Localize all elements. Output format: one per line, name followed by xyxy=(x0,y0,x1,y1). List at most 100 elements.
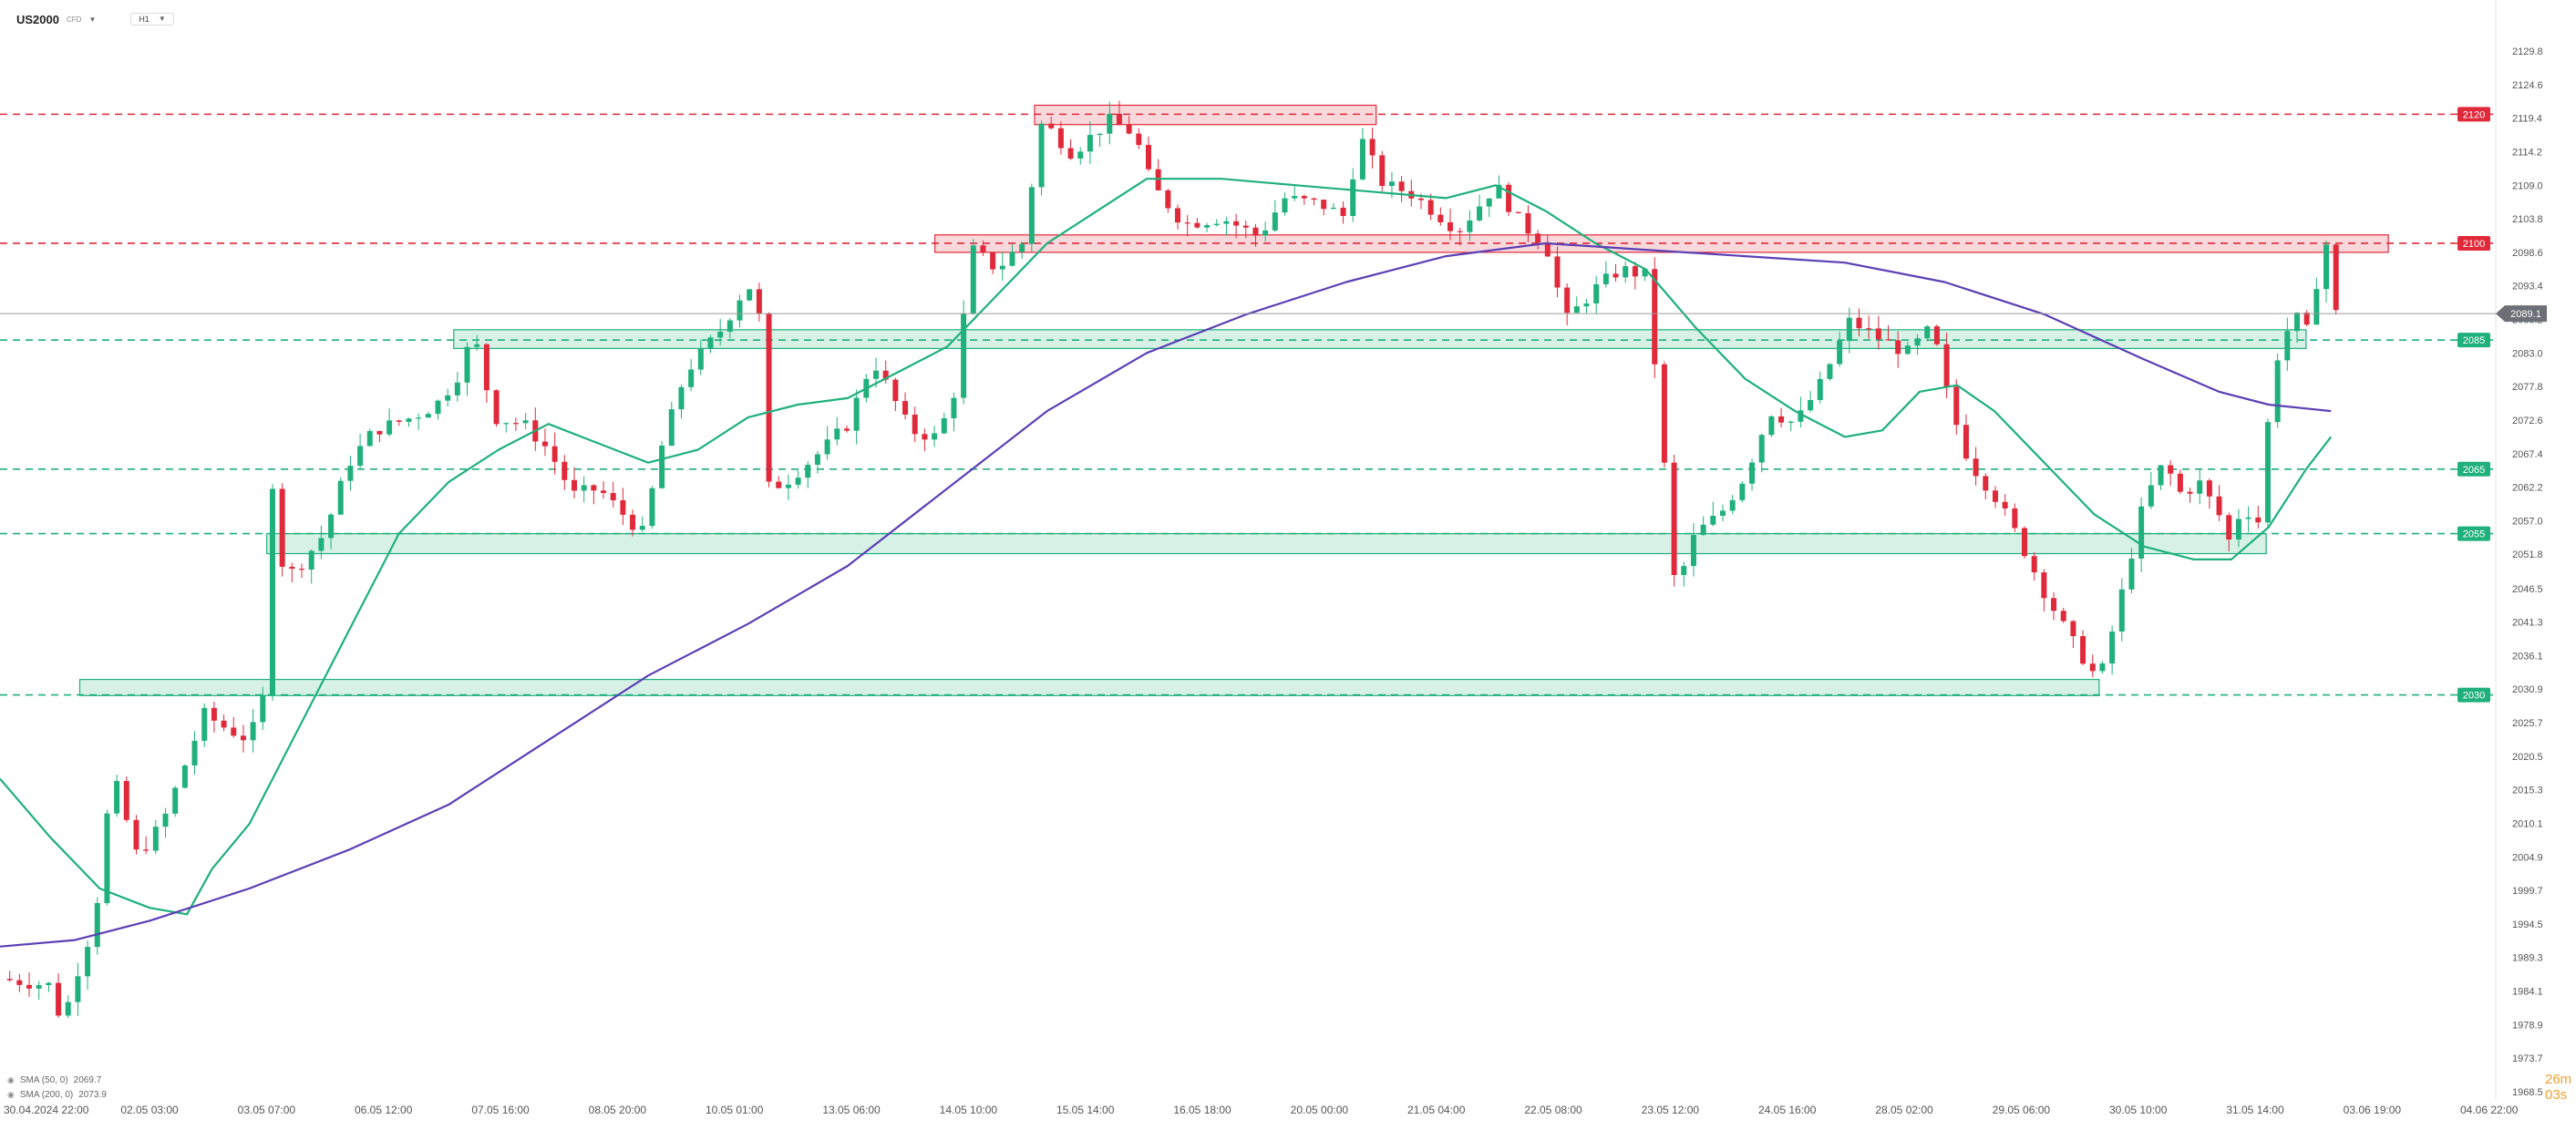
candle-body[interactable] xyxy=(2235,519,2241,540)
candle-body[interactable] xyxy=(2187,491,2193,494)
candle-body[interactable] xyxy=(357,446,364,467)
candle-body[interactable] xyxy=(1623,266,1629,278)
candle-body[interactable] xyxy=(1758,435,1765,463)
candle-body[interactable] xyxy=(2206,480,2212,497)
candle-body[interactable] xyxy=(2080,636,2087,664)
candle-body[interactable] xyxy=(2245,517,2251,519)
candle-body[interactable] xyxy=(85,947,91,977)
candle-body[interactable] xyxy=(1379,155,1386,187)
candle-body[interactable] xyxy=(172,787,179,814)
candle-body[interactable] xyxy=(2109,631,2116,664)
candle-body[interactable] xyxy=(1837,341,1843,365)
candle-body[interactable] xyxy=(1194,222,1200,228)
candle-body[interactable] xyxy=(541,441,548,447)
candle-body[interactable] xyxy=(1808,399,1814,411)
candle-body[interactable] xyxy=(2197,480,2203,494)
candle-body[interactable] xyxy=(406,418,412,422)
candle-body[interactable] xyxy=(386,420,393,435)
candle-body[interactable] xyxy=(1690,535,1696,567)
candle-body[interactable] xyxy=(756,289,762,314)
candle-body[interactable] xyxy=(299,569,305,570)
candle-body[interactable] xyxy=(279,488,285,567)
candle-body[interactable] xyxy=(46,982,52,986)
candle-body[interactable] xyxy=(1369,139,1376,156)
candle-body[interactable] xyxy=(620,500,626,515)
candle-body[interactable] xyxy=(1914,338,1921,346)
candle-body[interactable] xyxy=(191,740,198,765)
candle-body[interactable] xyxy=(1165,190,1171,209)
candle-body[interactable] xyxy=(503,423,510,425)
candle-body[interactable] xyxy=(1525,212,1531,234)
candle-body[interactable] xyxy=(1700,524,1706,536)
candle-body[interactable] xyxy=(1477,206,1483,221)
candle-body[interactable] xyxy=(1437,214,1444,222)
candle-body[interactable] xyxy=(2264,422,2271,523)
candle-body[interactable] xyxy=(1067,148,1074,159)
candle-body[interactable] xyxy=(1467,220,1473,232)
candle-body[interactable] xyxy=(123,781,129,820)
candle-body[interactable] xyxy=(1242,225,1249,228)
candle-body[interactable] xyxy=(1359,139,1365,180)
candle-body[interactable] xyxy=(922,434,928,440)
candle-body[interactable] xyxy=(2089,663,2096,672)
candle-body[interactable] xyxy=(337,480,344,515)
candle-body[interactable] xyxy=(1933,326,1940,344)
candle-body[interactable] xyxy=(1593,283,1600,303)
candle-body[interactable] xyxy=(571,479,577,491)
candle-body[interactable] xyxy=(1330,207,1336,210)
support-zone[interactable] xyxy=(453,329,2307,349)
candle-body[interactable] xyxy=(1184,222,1190,224)
candle-body[interactable] xyxy=(649,488,655,527)
candle-body[interactable] xyxy=(16,980,23,985)
candle-body[interactable] xyxy=(1126,125,1132,134)
candle-body[interactable] xyxy=(1661,364,1667,463)
candle-body[interactable] xyxy=(1427,200,1434,215)
candle-body[interactable] xyxy=(2070,621,2076,637)
candle-body[interactable] xyxy=(425,414,431,418)
candle-body[interactable] xyxy=(104,813,110,903)
candle-body[interactable] xyxy=(639,526,645,530)
candle-body[interactable] xyxy=(562,461,568,480)
candle-body[interactable] xyxy=(1262,230,1269,236)
candle-body[interactable] xyxy=(512,423,519,425)
candle-body[interactable] xyxy=(1652,269,1658,365)
candle-body[interactable] xyxy=(1943,344,1950,387)
candle-body[interactable] xyxy=(75,976,81,1002)
candle-body[interactable] xyxy=(1671,462,1677,575)
candle-body[interactable] xyxy=(776,481,782,488)
candle-body[interactable] xyxy=(1875,328,1881,340)
candle-body[interactable] xyxy=(853,397,860,431)
symbol-label[interactable]: US2000 xyxy=(16,12,59,26)
candle-body[interactable] xyxy=(843,428,850,431)
candle-body[interactable] xyxy=(1087,135,1093,152)
candle-body[interactable] xyxy=(114,781,120,814)
candle-body[interactable] xyxy=(932,433,938,440)
candle-body[interactable] xyxy=(221,720,227,728)
candle-body[interactable] xyxy=(659,446,665,488)
candle-body[interactable] xyxy=(873,370,880,379)
candle-body[interactable] xyxy=(2138,506,2145,559)
candle-body[interactable] xyxy=(1535,233,1541,243)
candle-body[interactable] xyxy=(795,478,801,485)
candle-body[interactable] xyxy=(289,566,295,570)
candle-body[interactable] xyxy=(211,707,217,721)
candle-body[interactable] xyxy=(1486,198,1492,207)
candle-body[interactable] xyxy=(1496,184,1502,199)
candle-body[interactable] xyxy=(1973,458,1979,477)
candle-body[interactable] xyxy=(834,428,840,440)
candle-body[interactable] xyxy=(1448,221,1454,231)
candle-body[interactable] xyxy=(1155,169,1161,190)
candle-body[interactable] xyxy=(1233,221,1240,226)
candle-body[interactable] xyxy=(737,300,743,321)
candle-body[interactable] xyxy=(1340,207,1346,216)
candle-body[interactable] xyxy=(1107,113,1113,134)
candle-body[interactable] xyxy=(961,313,967,398)
candle-body[interactable] xyxy=(2031,556,2037,573)
candle-body[interactable] xyxy=(990,252,996,270)
candle-body[interactable] xyxy=(2041,572,2047,599)
candle-body[interactable] xyxy=(162,813,169,827)
candle-body[interactable] xyxy=(2303,313,2310,325)
candle-body[interactable] xyxy=(912,414,918,435)
